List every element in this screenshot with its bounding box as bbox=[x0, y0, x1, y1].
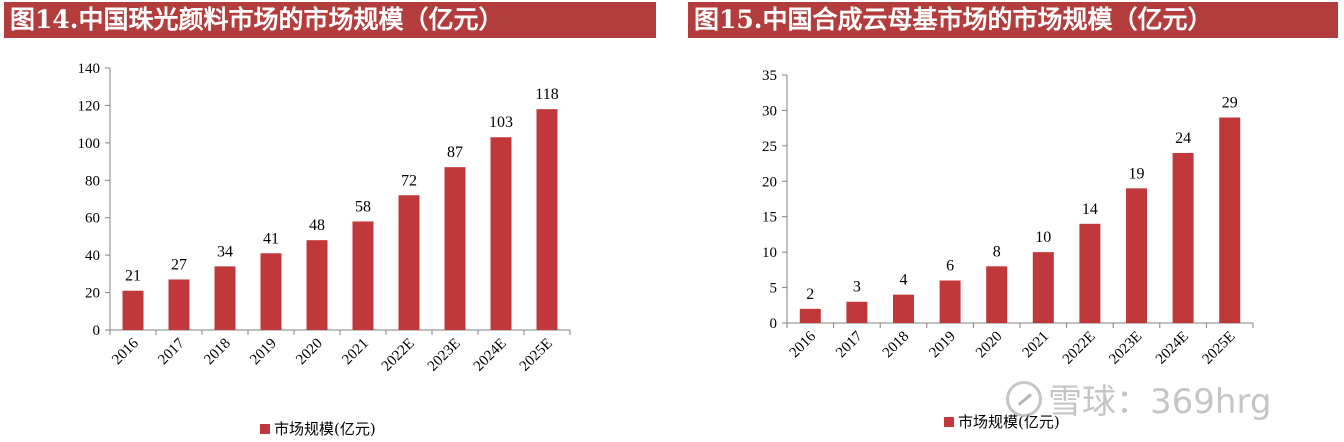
bar-chart-right: 0 5 10 15 20 25 30 35 2 2016 3 2017 4 2018 6 2019 8 2020 1… bbox=[762, 68, 1254, 368]
bar bbox=[214, 266, 236, 330]
x-tick-label: 2025E bbox=[517, 336, 556, 375]
data-label: 34 bbox=[217, 243, 233, 260]
data-label: 27 bbox=[171, 256, 187, 273]
data-label: 21 bbox=[125, 268, 141, 285]
legend-swatch bbox=[944, 416, 954, 427]
bar bbox=[1126, 188, 1147, 323]
data-label: 3 bbox=[853, 279, 861, 296]
y-tick-label: 15 bbox=[762, 210, 777, 226]
data-label: 8 bbox=[993, 243, 1001, 260]
y-tick-label: 25 bbox=[762, 139, 777, 155]
y-tick-label: 35 bbox=[762, 68, 777, 84]
data-label: 24 bbox=[1175, 130, 1191, 147]
data-label: 29 bbox=[1222, 95, 1238, 112]
snowball-logo-icon bbox=[1006, 380, 1042, 417]
y-tick-label: 80 bbox=[85, 173, 100, 189]
x-tick-label: 2020 bbox=[293, 336, 326, 369]
data-label: 6 bbox=[946, 257, 954, 274]
watermark-text: 雪球：369hrg bbox=[1048, 382, 1272, 422]
bar bbox=[306, 240, 328, 330]
bar bbox=[799, 308, 821, 323]
x-tick-label: 2024E bbox=[1153, 329, 1192, 368]
y-tick-label: 0 bbox=[93, 323, 101, 339]
x-tick-label: 2020 bbox=[973, 329, 1006, 362]
data-label: 4 bbox=[900, 272, 908, 289]
data-label: 48 bbox=[309, 217, 325, 234]
x-tick-label: 2021 bbox=[339, 336, 372, 369]
bar bbox=[122, 290, 144, 330]
x-tick-label: 2022E bbox=[379, 336, 418, 375]
watermark: 雪球：369hrg bbox=[1006, 374, 1271, 423]
y-tick-label: 120 bbox=[78, 98, 101, 114]
chart-title: 图15.中国合成云母基市场的市场规模（亿元） bbox=[688, 2, 1338, 38]
data-label: 58 bbox=[355, 198, 371, 215]
data-label: 103 bbox=[489, 114, 513, 131]
y-tick-label: 20 bbox=[85, 286, 100, 302]
data-label: 41 bbox=[263, 230, 279, 247]
x-tick-label: 2023E bbox=[1106, 329, 1145, 368]
bar bbox=[893, 294, 914, 323]
legend-swatch bbox=[260, 423, 270, 434]
chart-panel-right: 图15.中国合成云母基市场的市场规模（亿元） 0 5 10 15 20 25 30 35 2 20… bbox=[672, 0, 1344, 442]
x-tick-label: 2018 bbox=[201, 336, 234, 369]
x-tick-label: 2024E bbox=[471, 336, 510, 375]
bar-chart-left: 0 20 40 60 80 100 120 140 21 2016 27 2017 34 2018 41 20… bbox=[78, 61, 571, 375]
x-tick-label: 2022E bbox=[1060, 329, 1099, 368]
x-tick-label: 2019 bbox=[247, 336, 280, 369]
data-label: 2 bbox=[806, 286, 814, 303]
y-tick-label: 20 bbox=[762, 174, 777, 190]
data-label: 118 bbox=[535, 86, 558, 103]
bar bbox=[398, 195, 420, 330]
data-label: 14 bbox=[1082, 201, 1098, 218]
y-tick-label: 30 bbox=[762, 103, 777, 119]
legend-label: 市场规模(亿元) bbox=[958, 413, 1060, 431]
chart-panel-left: 图14.中国珠光颜料市场的市场规模（亿元） 0 20 40 60 80 100 120 140… bbox=[4, 2, 656, 439]
bar bbox=[939, 280, 961, 323]
bar bbox=[846, 301, 868, 323]
bar bbox=[536, 109, 558, 331]
bar bbox=[1032, 252, 1054, 323]
y-tick-label: 140 bbox=[78, 61, 101, 77]
x-tick-label: 2016 bbox=[109, 335, 142, 368]
legend: 市场规模(亿元) bbox=[944, 411, 1060, 432]
data-label: 87 bbox=[447, 144, 463, 161]
x-tick-label: 2019 bbox=[926, 329, 959, 362]
x-tick-label: 2016 bbox=[787, 328, 820, 361]
y-tick-label: 10 bbox=[762, 245, 777, 261]
x-tick-label: 2025E bbox=[1200, 329, 1239, 368]
x-tick-label: 2023E bbox=[425, 336, 464, 375]
bar bbox=[260, 253, 282, 330]
bar bbox=[1219, 117, 1241, 323]
x-tick-label: 2017 bbox=[155, 335, 188, 368]
x-tick-label: 2021 bbox=[1020, 329, 1053, 362]
x-tick-label: 2018 bbox=[880, 329, 913, 362]
legend-label: 市场规模(亿元) bbox=[274, 420, 376, 438]
data-label: 19 bbox=[1129, 165, 1145, 182]
bar bbox=[1172, 152, 1194, 323]
y-tick-label: 100 bbox=[78, 136, 101, 152]
data-label: 72 bbox=[401, 172, 417, 189]
y-tick-label: 40 bbox=[85, 248, 100, 264]
x-tick-label: 2017 bbox=[833, 328, 866, 361]
bar bbox=[1079, 223, 1101, 323]
bar bbox=[490, 137, 512, 330]
bar bbox=[352, 221, 374, 330]
bar bbox=[168, 279, 190, 330]
chart-title: 图14.中国珠光颜料市场的市场规模（亿元） bbox=[4, 2, 656, 38]
y-tick-label: 0 bbox=[770, 316, 778, 332]
y-tick-label: 5 bbox=[770, 281, 778, 297]
bar bbox=[444, 167, 466, 330]
bar bbox=[986, 266, 1008, 323]
legend: 市场规模(亿元) bbox=[260, 418, 376, 439]
data-label: 10 bbox=[1035, 229, 1051, 246]
y-tick-label: 60 bbox=[85, 211, 100, 227]
